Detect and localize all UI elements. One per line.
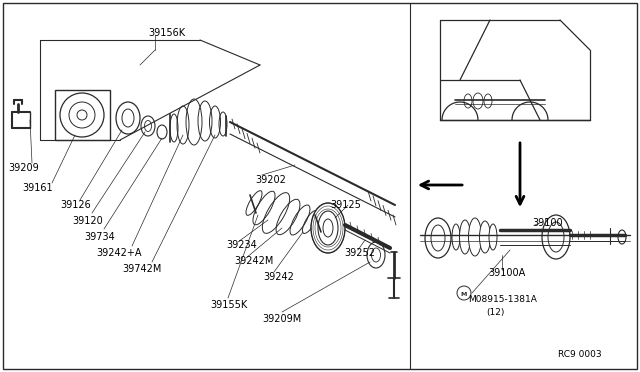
Ellipse shape — [425, 218, 451, 258]
Text: 39209: 39209 — [8, 163, 39, 173]
Text: 39242M: 39242M — [234, 256, 273, 266]
Text: 39161: 39161 — [22, 183, 52, 193]
Text: 39742M: 39742M — [122, 264, 161, 274]
Text: 39100: 39100 — [532, 218, 563, 228]
Text: 39242: 39242 — [263, 272, 294, 282]
Text: M08915-1381A: M08915-1381A — [468, 295, 537, 304]
Ellipse shape — [460, 220, 470, 254]
Ellipse shape — [479, 221, 490, 253]
Text: RC9 0003: RC9 0003 — [558, 350, 602, 359]
Ellipse shape — [468, 218, 481, 256]
Ellipse shape — [145, 121, 152, 131]
Text: 39209M: 39209M — [262, 314, 301, 324]
Circle shape — [69, 102, 95, 128]
Text: M: M — [461, 292, 467, 296]
Ellipse shape — [371, 248, 381, 262]
Ellipse shape — [141, 116, 155, 136]
Circle shape — [60, 93, 104, 137]
Text: 39234: 39234 — [226, 240, 257, 250]
Ellipse shape — [452, 224, 460, 250]
Text: 39155K: 39155K — [210, 300, 247, 310]
Ellipse shape — [484, 94, 492, 108]
Text: 39125: 39125 — [330, 200, 361, 210]
Ellipse shape — [431, 225, 445, 251]
Bar — [55, 90, 110, 140]
Ellipse shape — [367, 242, 385, 268]
Text: 39242+A: 39242+A — [96, 248, 141, 258]
Text: 39734: 39734 — [84, 232, 115, 242]
Ellipse shape — [122, 109, 134, 127]
Ellipse shape — [489, 224, 497, 250]
Text: 39252: 39252 — [344, 248, 375, 258]
Ellipse shape — [473, 93, 483, 109]
Text: 39120: 39120 — [72, 216, 103, 226]
Text: 39126: 39126 — [60, 200, 91, 210]
Text: 39156K: 39156K — [148, 28, 185, 38]
Ellipse shape — [311, 203, 345, 253]
Text: 39100A: 39100A — [488, 268, 525, 278]
Text: 39202: 39202 — [255, 175, 286, 185]
Ellipse shape — [542, 215, 570, 259]
Text: (12): (12) — [486, 308, 504, 317]
Ellipse shape — [464, 94, 472, 108]
Ellipse shape — [318, 211, 338, 245]
Ellipse shape — [116, 102, 140, 134]
